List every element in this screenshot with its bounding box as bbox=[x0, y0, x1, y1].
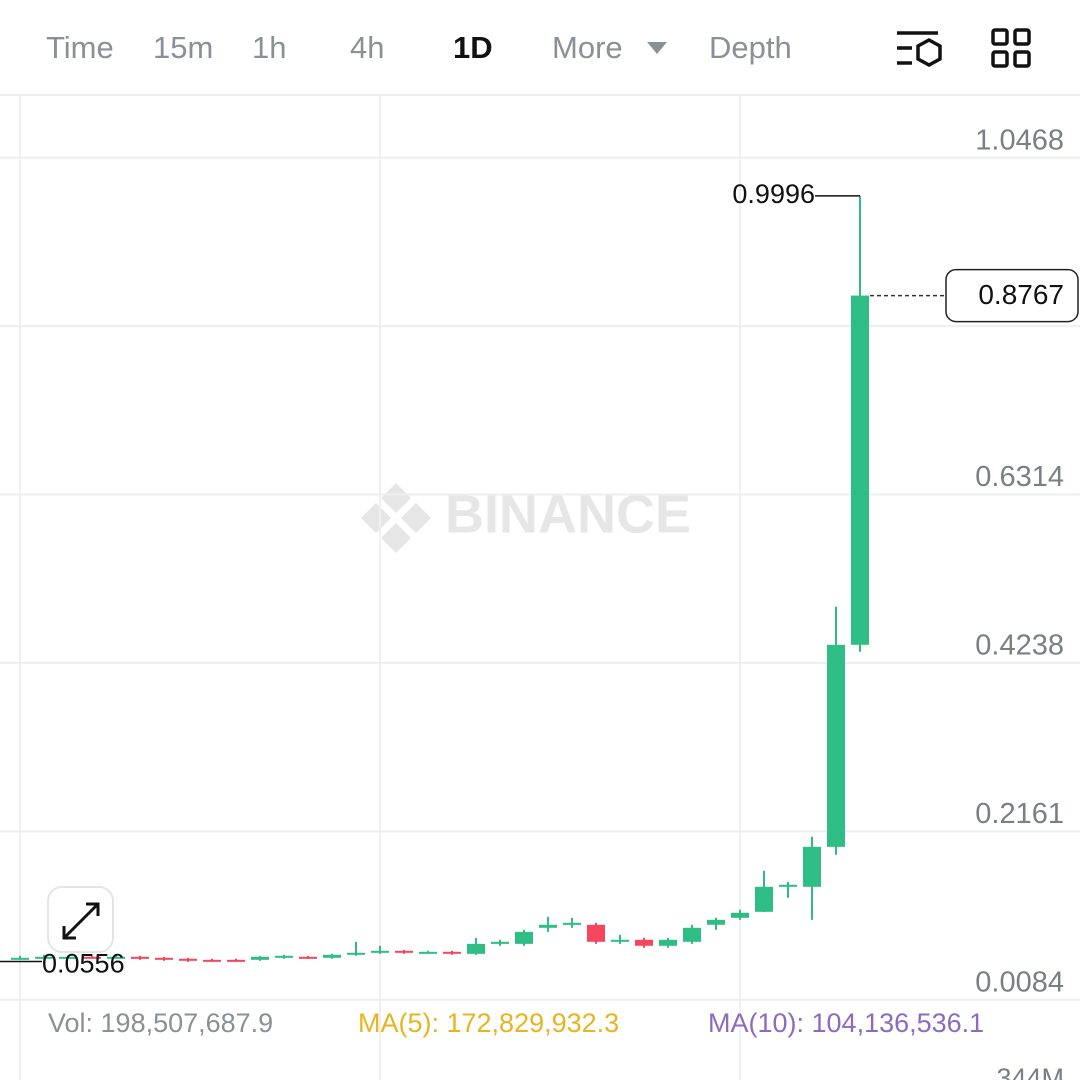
y-tick-label: 0.2161 bbox=[975, 798, 1064, 830]
y-tick-label: 1.0468 bbox=[975, 124, 1064, 156]
candle-body bbox=[683, 927, 701, 942]
candle-body bbox=[131, 956, 149, 959]
candle-body bbox=[563, 922, 581, 925]
volume-axis-label: 344M bbox=[996, 1063, 1064, 1080]
ma10-label: MA(10): 104,136,536.1 bbox=[708, 1008, 984, 1038]
last-price-label: 0.8767 bbox=[978, 279, 1064, 310]
tab[interactable]: 1h bbox=[252, 30, 286, 65]
watermark: BINANCE bbox=[445, 484, 691, 544]
candle-body bbox=[611, 939, 629, 942]
candle-body bbox=[731, 912, 749, 918]
watermark-logo bbox=[361, 483, 431, 553]
tab[interactable]: More bbox=[552, 30, 623, 65]
candle-body bbox=[419, 951, 437, 954]
candle-body bbox=[275, 955, 293, 958]
candle-body bbox=[395, 950, 413, 953]
candle-body bbox=[587, 924, 605, 942]
candle-body bbox=[467, 943, 485, 954]
tab[interactable]: Depth bbox=[709, 30, 792, 65]
candle-body bbox=[755, 886, 773, 912]
dropdown-arrow bbox=[647, 42, 667, 54]
candle-body bbox=[299, 956, 317, 959]
candle-body bbox=[179, 958, 197, 961]
candle-body bbox=[203, 959, 221, 962]
candle-body bbox=[59, 956, 77, 959]
candle-body bbox=[227, 959, 245, 962]
candle-body bbox=[803, 846, 821, 887]
candle-body bbox=[323, 954, 341, 958]
indicator-icon[interactable] bbox=[897, 31, 942, 67]
candle-body bbox=[515, 931, 533, 944]
candle-body bbox=[83, 956, 101, 959]
ma5-label: MA(5): 172,829,932.3 bbox=[358, 1008, 619, 1038]
candle-body bbox=[107, 956, 125, 959]
y-tick-label: 0.0084 bbox=[975, 966, 1064, 998]
layout-icon[interactable] bbox=[991, 28, 1031, 68]
y-tick-label: 0.6314 bbox=[975, 461, 1064, 493]
candle-body bbox=[371, 950, 389, 953]
candle-body bbox=[11, 957, 29, 960]
y-tick-label: 0.4238 bbox=[975, 630, 1064, 662]
candle-body bbox=[35, 956, 53, 959]
tab[interactable]: 4h bbox=[350, 30, 384, 65]
tab[interactable]: 1D bbox=[453, 30, 493, 65]
expand-button[interactable] bbox=[47, 886, 114, 953]
candle-body bbox=[707, 919, 725, 925]
candle-body bbox=[659, 939, 677, 946]
candle-body bbox=[779, 884, 797, 887]
tab[interactable]: 15m bbox=[153, 30, 213, 65]
candle-body bbox=[827, 644, 845, 847]
candle-body bbox=[347, 952, 365, 955]
low-marker-label: 0.0556 bbox=[42, 949, 125, 979]
candle-body bbox=[491, 941, 509, 944]
candle-body bbox=[635, 939, 653, 946]
high-marker-label: 0.9996 bbox=[732, 179, 815, 209]
tab[interactable]: Time bbox=[46, 30, 114, 65]
volume-label: Vol: 198,507,687.9 bbox=[48, 1008, 273, 1038]
candle-body bbox=[539, 924, 557, 928]
candle-body bbox=[155, 957, 173, 960]
candle-body bbox=[851, 295, 869, 645]
candle-body bbox=[251, 956, 269, 960]
last-price-box bbox=[945, 268, 1079, 323]
candle-body bbox=[443, 951, 461, 954]
